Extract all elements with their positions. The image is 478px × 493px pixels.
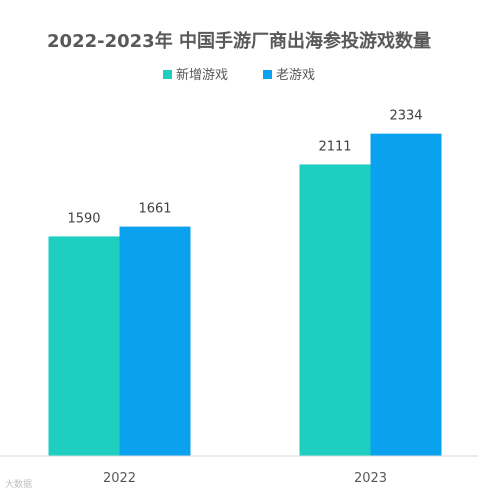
legend-label-new-games: 新增游戏 (176, 67, 228, 83)
watermark: 大数据 (5, 478, 32, 490)
bar-2022-series-1 (119, 226, 191, 456)
chart-title: 2022-2023年 中国手游厂商出海参投游戏数量 (47, 30, 431, 52)
legend: 新增游戏 老游戏 (163, 67, 315, 83)
data-label-2022-series-0: 1590 (67, 211, 100, 226)
legend-swatch-new-games (163, 70, 172, 79)
legend-swatch-old-games (263, 70, 272, 79)
plot-area: 1590 1661 2022 2111 2334 2023 (48, 109, 442, 486)
x-tick-label-2022: 2022 (103, 471, 136, 486)
data-label-2023-series-1: 2334 (389, 109, 422, 124)
bar-2023-series-1 (370, 133, 442, 456)
x-tick-label-2023: 2023 (354, 471, 387, 486)
data-label-2022-series-1: 1661 (138, 202, 171, 217)
bar-2022-series-0 (48, 236, 120, 456)
legend-label-old-games: 老游戏 (276, 68, 315, 83)
data-label-2023-series-0: 2111 (318, 139, 351, 154)
bar-2023-series-0 (299, 164, 371, 456)
